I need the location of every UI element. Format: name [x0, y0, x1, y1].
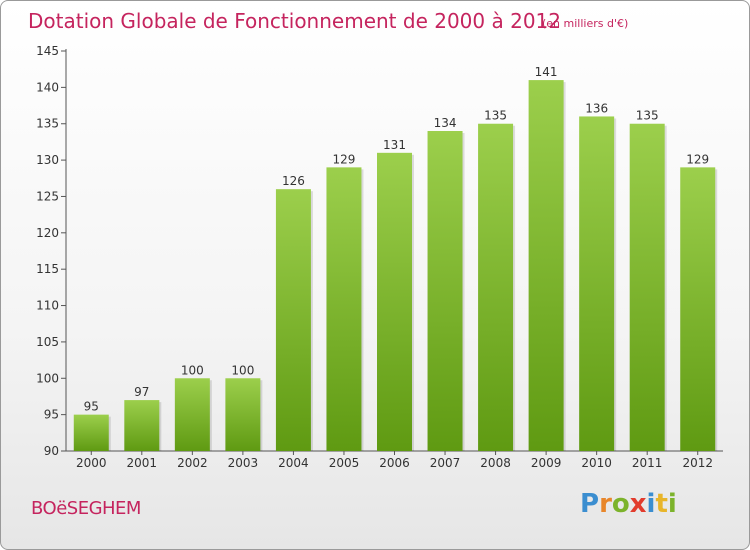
chart-bars: 95 97 100 100 126 129 131 134 135 141 136 135 129 [73, 65, 718, 452]
y-tick-label: 100 [36, 371, 59, 385]
bar-value-label: 134 [434, 116, 457, 130]
bar-2012 [680, 167, 716, 451]
x-tick-label: 2007 [430, 456, 461, 470]
bar-value-label: 95 [84, 400, 99, 414]
bar-2002 [174, 378, 210, 451]
bar-value-label: 135 [484, 109, 507, 123]
logo-letter: o [611, 489, 630, 519]
logo-letter: x [629, 489, 647, 519]
bar-2011 [629, 123, 665, 452]
x-tick-label: 2010 [581, 456, 612, 470]
bar-2010 [579, 116, 615, 452]
x-tick-label: 2012 [682, 456, 713, 470]
bar-value-label: 129 [333, 152, 356, 166]
logo-letter: t [655, 489, 668, 519]
bar-value-label: 100 [231, 363, 254, 377]
bar-value-label: 131 [383, 138, 406, 152]
bar-2004 [275, 189, 311, 451]
x-tick-label: 2000 [76, 456, 107, 470]
x-tick-label: 2009 [531, 456, 562, 470]
bar-value-label: 97 [134, 385, 149, 399]
chart-axes: 90 95 100 105 110 115 120 125 130 135 140 145 2000 20… [36, 44, 723, 470]
bar-2000 [73, 414, 109, 451]
y-tick-label: 125 [36, 189, 59, 203]
y-tick-label: 95 [44, 408, 59, 422]
logo-letter: i [667, 489, 677, 519]
y-tick-label: 90 [44, 444, 59, 458]
x-tick-label: 2002 [177, 456, 208, 470]
bar-value-label: 100 [181, 363, 204, 377]
bar-2007 [427, 131, 463, 451]
bar-2005 [326, 167, 362, 451]
x-tick-label: 2003 [228, 456, 259, 470]
x-tick-label: 2004 [278, 456, 309, 470]
x-tick-label: 2001 [127, 456, 158, 470]
place-name: BOëSEGHEM [31, 498, 141, 519]
bar-2001 [124, 400, 160, 451]
bar-value-label: 129 [686, 152, 709, 166]
x-tick-label: 2011 [632, 456, 663, 470]
bar-2003 [225, 378, 261, 451]
logo-letter: r [599, 489, 612, 519]
x-tick-label: 2005 [329, 456, 360, 470]
bar-value-label: 141 [535, 65, 558, 79]
y-tick-label: 135 [36, 117, 59, 131]
bar-value-label: 135 [636, 109, 659, 123]
bar-value-label: 136 [585, 101, 608, 115]
y-tick-label: 110 [36, 299, 59, 313]
chart-title: Dotation Globale de Fonctionnement de 20… [28, 9, 561, 33]
y-tick-label: 130 [36, 153, 59, 167]
logo-letter: i [646, 489, 656, 519]
logo-letter: P [580, 489, 600, 519]
bar-value-label: 126 [282, 174, 305, 188]
y-tick-label: 140 [36, 80, 59, 94]
y-tick-label: 105 [36, 335, 59, 349]
proxiti-logo: Proxiti [580, 489, 677, 519]
bar-2009 [528, 80, 564, 451]
x-tick-label: 2008 [480, 456, 511, 470]
x-tick-label: 2006 [379, 456, 410, 470]
chart-subtitle: (en milliers d'€) [542, 17, 629, 30]
bar-2006 [377, 152, 412, 451]
y-tick-label: 115 [36, 262, 59, 276]
y-tick-label: 145 [36, 44, 59, 58]
y-tick-label: 120 [36, 226, 59, 240]
bar-2008 [478, 123, 514, 452]
